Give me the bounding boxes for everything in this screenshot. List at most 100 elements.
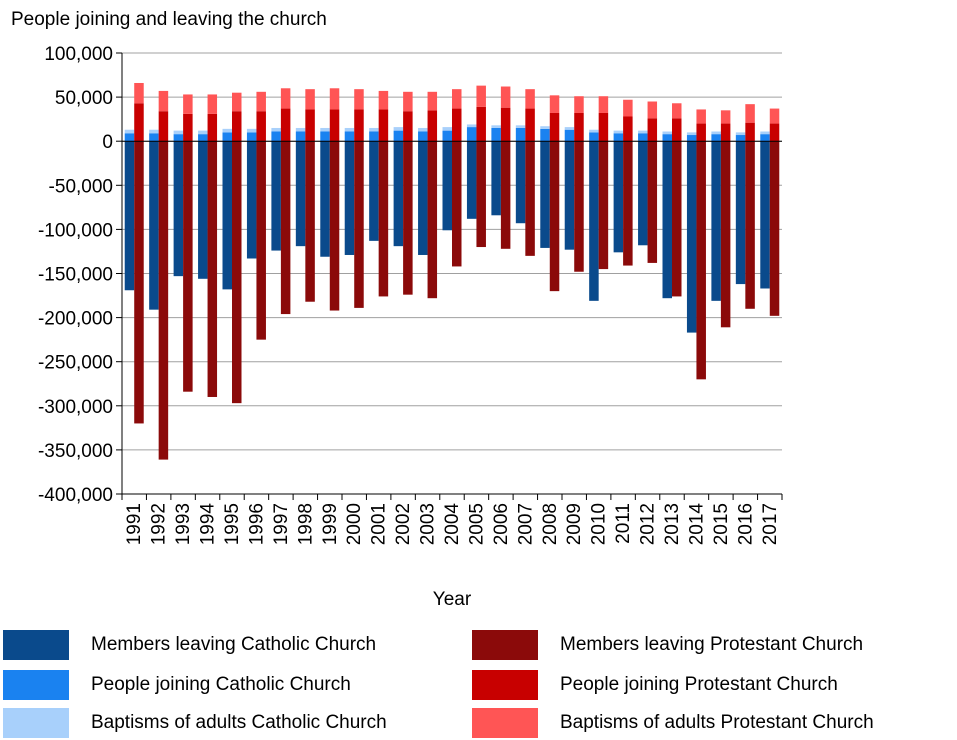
bar-people-joining-protestant-church	[280, 108, 291, 142]
bar-baptisms-of-adults-protestant-church	[647, 101, 658, 119]
bar-baptisms-of-adults-catholic-church	[711, 131, 721, 135]
bar-baptisms-of-adults-protestant-church	[769, 108, 780, 124]
bar-baptisms-of-adults-protestant-church	[720, 110, 731, 124]
x-tick-label: 1994	[198, 503, 219, 546]
bar-people-joining-protestant-church	[183, 113, 193, 142]
legend-label-people-joining-protestant: People joining Protestant Church	[560, 674, 838, 695]
bar-baptisms-of-adults-protestant-church	[623, 99, 633, 117]
bar-members-leaving-protestant-church	[256, 141, 266, 340]
bar-members-leaving-catholic-church	[466, 141, 477, 219]
bar-members-leaving-protestant-church	[745, 141, 755, 309]
bar-people-joining-protestant-church	[696, 123, 706, 142]
bar-members-leaving-protestant-church	[623, 141, 633, 266]
bar-members-leaving-catholic-church	[540, 141, 550, 248]
bar-people-joining-protestant-church	[769, 123, 780, 142]
bar-members-leaving-protestant-church	[769, 141, 780, 316]
bar-members-leaving-catholic-church	[393, 141, 404, 247]
bar-members-leaving-protestant-church	[525, 141, 535, 256]
bar-members-leaving-catholic-church	[589, 141, 599, 301]
bar-people-joining-catholic-church	[320, 131, 330, 142]
bar-people-joining-catholic-church	[295, 131, 306, 142]
bar-people-joining-protestant-church	[134, 103, 144, 142]
bar-people-joining-catholic-church	[711, 134, 721, 142]
bar-people-joining-catholic-church	[173, 134, 184, 142]
x-axis-ticks: 1991 1992 1993 1994 1995 1996 1997 1998 1999 2000…	[121, 493, 783, 546]
x-tick-label: 1997	[271, 503, 292, 545]
x-tick-label: 1998	[295, 503, 316, 545]
bar-people-joining-catholic-church	[393, 130, 404, 142]
bar-people-joining-protestant-church	[549, 112, 560, 142]
x-tick-label: 1993	[173, 503, 194, 545]
bar-people-joining-catholic-church	[124, 133, 135, 142]
bar-members-leaving-catholic-church	[173, 141, 184, 277]
bar-people-joining-catholic-church	[149, 133, 159, 142]
bar-people-joining-protestant-church	[720, 123, 731, 142]
legend-swatch-baptisms-catholic	[3, 708, 69, 738]
bar-baptisms-of-adults-catholic-church	[393, 127, 404, 131]
bar-members-leaving-catholic-church	[491, 141, 501, 216]
bar-people-joining-protestant-church	[598, 112, 609, 142]
bar-baptisms-of-adults-catholic-church	[735, 132, 746, 136]
bar-people-joining-protestant-church	[500, 107, 511, 142]
legend-swatch-people-joining-catholic	[3, 670, 69, 700]
bar-members-leaving-protestant-church	[354, 141, 364, 308]
bar-members-leaving-catholic-church	[149, 141, 159, 310]
x-tick-label: 2001	[369, 503, 390, 545]
bar-people-joining-protestant-church	[378, 109, 389, 142]
x-tick-label: 2016	[735, 503, 756, 545]
bar-baptisms-of-adults-catholic-church	[149, 129, 159, 134]
x-tick-label: 1991	[124, 503, 145, 545]
x-tick-label: 1992	[149, 503, 170, 545]
bar-baptisms-of-adults-catholic-church	[613, 130, 624, 134]
bar-baptisms-of-adults-protestant-church	[598, 96, 609, 113]
bar-baptisms-of-adults-catholic-church	[173, 130, 184, 135]
y-tick-label: -100,000	[38, 220, 113, 241]
bar-baptisms-of-adults-catholic-church	[564, 127, 575, 130]
bar-baptisms-of-adults-protestant-church	[134, 82, 144, 104]
legend-label-baptisms-protestant: Baptisms of adults Protestant Church	[560, 712, 874, 733]
bar-members-leaving-protestant-church	[574, 141, 584, 272]
x-tick-label: 2000	[344, 503, 365, 545]
bar-members-leaving-protestant-church	[134, 141, 144, 424]
bar-baptisms-of-adults-protestant-church	[427, 91, 438, 111]
x-tick-label: 2004	[442, 503, 463, 546]
bar-baptisms-of-adults-protestant-church	[672, 103, 682, 119]
x-tick-label: 2014	[686, 503, 707, 546]
legend-swatch-members-leaving-catholic	[3, 630, 69, 660]
bar-people-joining-protestant-church	[452, 108, 462, 142]
bar-baptisms-of-adults-catholic-church	[662, 131, 672, 135]
x-tick-label: 2007	[515, 503, 536, 545]
bar-baptisms-of-adults-catholic-church	[540, 126, 550, 129]
bar-members-leaving-catholic-church	[124, 141, 135, 291]
bar-members-leaving-protestant-church	[280, 141, 291, 315]
x-tick-label: 2003	[418, 503, 439, 545]
y-tick-label: -250,000	[38, 353, 113, 374]
bar-people-joining-catholic-church	[638, 133, 648, 142]
bar-people-joining-catholic-church	[613, 133, 624, 142]
bar-members-leaving-protestant-church	[427, 141, 438, 299]
bar-baptisms-of-adults-protestant-church	[549, 95, 560, 113]
bar-baptisms-of-adults-protestant-church	[696, 109, 706, 124]
bar-people-joining-protestant-church	[207, 113, 218, 142]
bar-people-joining-catholic-church	[246, 132, 257, 142]
legend-label-baptisms-catholic: Baptisms of adults Catholic Church	[91, 712, 387, 733]
bar-baptisms-of-adults-catholic-church	[515, 125, 526, 128]
bar-people-joining-catholic-church	[344, 131, 355, 142]
chart-svg: People joining and leaving the church 10…	[11, 9, 783, 610]
x-tick-label: 2005	[466, 503, 487, 545]
bar-people-joining-protestant-church	[256, 111, 266, 142]
bar-members-leaving-catholic-church	[442, 141, 452, 231]
bar-people-joining-protestant-church	[623, 116, 633, 142]
legend-item-members-leaving-protestant: Members leaving Protestant Church	[472, 630, 863, 660]
bar-people-joining-catholic-church	[271, 131, 281, 142]
bar-baptisms-of-adults-catholic-church	[418, 127, 428, 132]
bar-people-joining-catholic-church	[564, 129, 575, 142]
y-tick-label: 0	[102, 132, 113, 153]
bar-people-joining-catholic-church	[369, 131, 379, 142]
y-tick-label: -300,000	[38, 397, 113, 418]
legend-label-people-joining-catholic: People joining Catholic Church	[91, 674, 351, 695]
bar-baptisms-of-adults-catholic-church	[198, 130, 208, 135]
y-tick-label: 50,000	[55, 88, 113, 109]
x-tick-label: 2012	[638, 503, 659, 545]
y-tick-label: -200,000	[38, 309, 113, 330]
